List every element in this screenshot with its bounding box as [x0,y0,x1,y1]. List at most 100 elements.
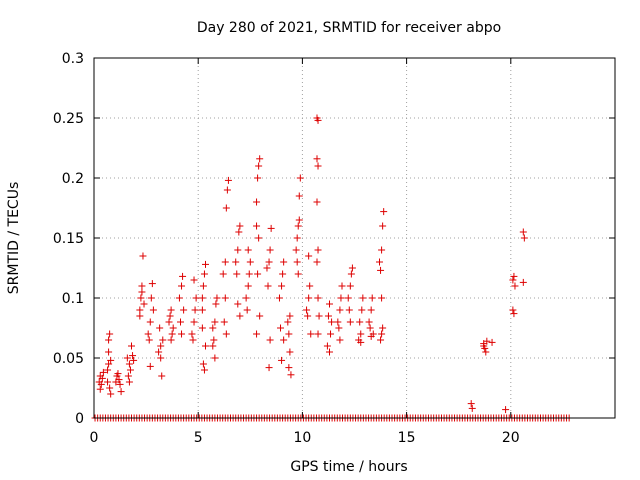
data-point [190,276,198,284]
data-point [140,300,148,308]
data-point [295,192,303,200]
data-point [520,234,528,242]
data-point [366,324,374,332]
data-point [338,282,346,290]
data-point [306,282,314,290]
data-point [345,306,353,314]
data-point [199,360,207,368]
data-point [209,324,217,332]
data-point [357,338,365,346]
data-point [136,306,144,314]
y-tick-label: 0.25 [53,111,84,127]
data-point [314,116,322,124]
data-point [222,330,230,338]
grid [94,58,615,418]
data-point [303,306,311,314]
data-point [346,318,354,326]
data-point [125,378,133,386]
data-point [255,234,263,242]
data-point [178,282,186,290]
data-point [510,272,518,280]
data-point [359,294,367,302]
data-point [167,306,175,314]
data-point [378,294,386,302]
data-point [232,258,240,266]
data-point [123,354,131,362]
data-point [334,318,342,326]
data-point [200,270,208,278]
x-axis-label: GPS time / hours [290,459,407,475]
data-point [379,324,387,332]
data-point [365,318,373,326]
data-point [480,342,488,350]
data-point [221,294,229,302]
data-point [293,258,301,266]
data-point [519,278,527,286]
data-point [104,378,112,386]
data-point [236,222,244,230]
data-point [358,306,366,314]
data-point [280,336,288,344]
data-point [278,356,286,364]
tick-labels: 0 0.05 0.1 0.15 0.2 0.25 0.3 0 5 10 15 20 [53,51,520,446]
data-point [137,294,145,302]
data-point [336,336,344,344]
data-point [502,406,510,414]
data-point [179,272,187,280]
data-point [254,174,262,182]
data-point [136,312,144,320]
data-point [357,330,365,338]
data-point [265,258,273,266]
data-point [509,276,517,284]
data-point [324,312,332,320]
data-point [200,366,208,374]
data-point [223,186,231,194]
data-point [176,318,184,326]
data-point [468,404,476,412]
data-point [285,364,293,372]
data-point [347,270,355,278]
data-point [293,234,301,242]
data-point [368,294,376,302]
data-point [159,336,167,344]
data-point [105,336,113,344]
data-point [156,324,164,332]
data-point [286,348,294,356]
data-point [295,216,303,224]
data-point [99,368,107,376]
data-point [278,282,286,290]
data-point [129,352,137,360]
data-point [117,388,125,396]
data-point [337,294,345,302]
data-point [105,348,113,356]
data-point [378,246,386,254]
data-point [313,155,321,163]
data-point [256,312,264,320]
data-point [190,318,198,326]
data-point [106,330,114,338]
data-point [233,270,241,278]
data-point [279,270,287,278]
data-point [254,270,262,278]
data-point [107,356,115,364]
data-point [165,318,173,326]
data-point [256,155,264,163]
data-point [314,294,322,302]
data-point [294,270,302,278]
data-point [198,294,206,302]
data-point [178,330,186,338]
data-point [305,294,313,302]
data-point [221,258,229,266]
plot-frame [93,57,616,419]
y-tick-label: 0.2 [62,171,84,187]
data-point [198,324,206,332]
data-point [105,360,113,368]
data-point [146,362,154,370]
data-point [314,162,322,170]
data-point [148,280,156,288]
data-point [307,330,315,338]
y-tick-label: 0.15 [53,231,84,247]
data-point [314,330,322,338]
data-point [510,310,518,318]
